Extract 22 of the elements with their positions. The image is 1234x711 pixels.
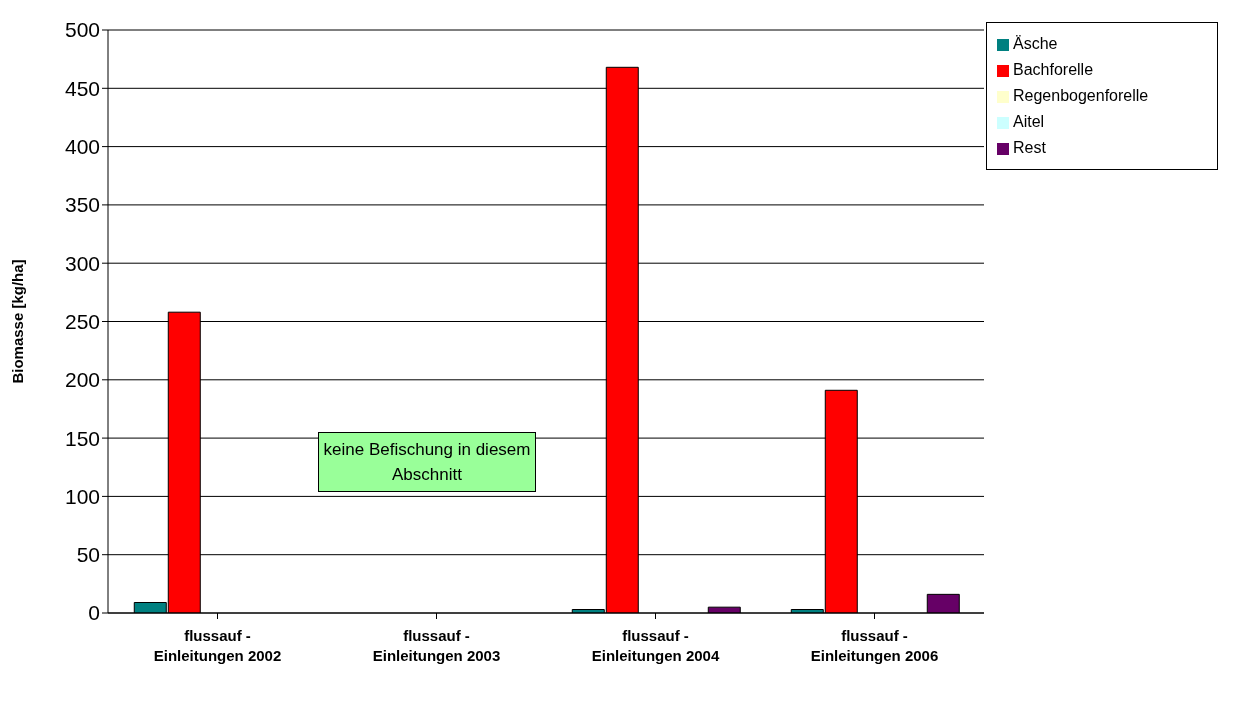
y-tick-label: 50: [76, 543, 100, 567]
x-tick-label: flussauf - Einleitungen 2002: [153, 627, 282, 664]
y-tick-label: 0: [88, 601, 100, 625]
y-tick-label: 200: [64, 368, 100, 392]
legend-label: Bachforelle: [1013, 61, 1094, 78]
x-tick-label: flussauf - Einleitungen 2004: [591, 627, 720, 664]
y-tick-label: 150: [64, 426, 100, 450]
y-tick-label: 500: [64, 18, 100, 42]
legend-label: Äsche: [1013, 35, 1058, 52]
y-tick-label: 250: [64, 309, 100, 333]
annotation: keine Befischung in diesem Abschnitt: [318, 432, 536, 492]
y-tick-label: 350: [64, 193, 100, 217]
x-tick-label: flussauf - Einleitungen 2003: [372, 627, 501, 664]
legend-label: Rest: [1013, 139, 1046, 156]
y-tick-label: 300: [64, 251, 100, 275]
y-axis-title: Biomasse [kg/ha]: [9, 259, 27, 384]
y-tick-label: 400: [64, 135, 100, 159]
y-tick-label: 100: [64, 484, 100, 508]
y-tick-label: 450: [64, 76, 100, 100]
legend-label: Aitel: [1013, 113, 1045, 130]
legend-label: Regenbogenforelle: [1013, 87, 1149, 104]
x-tick-label: flussauf - Einleitungen 2006: [810, 627, 939, 664]
